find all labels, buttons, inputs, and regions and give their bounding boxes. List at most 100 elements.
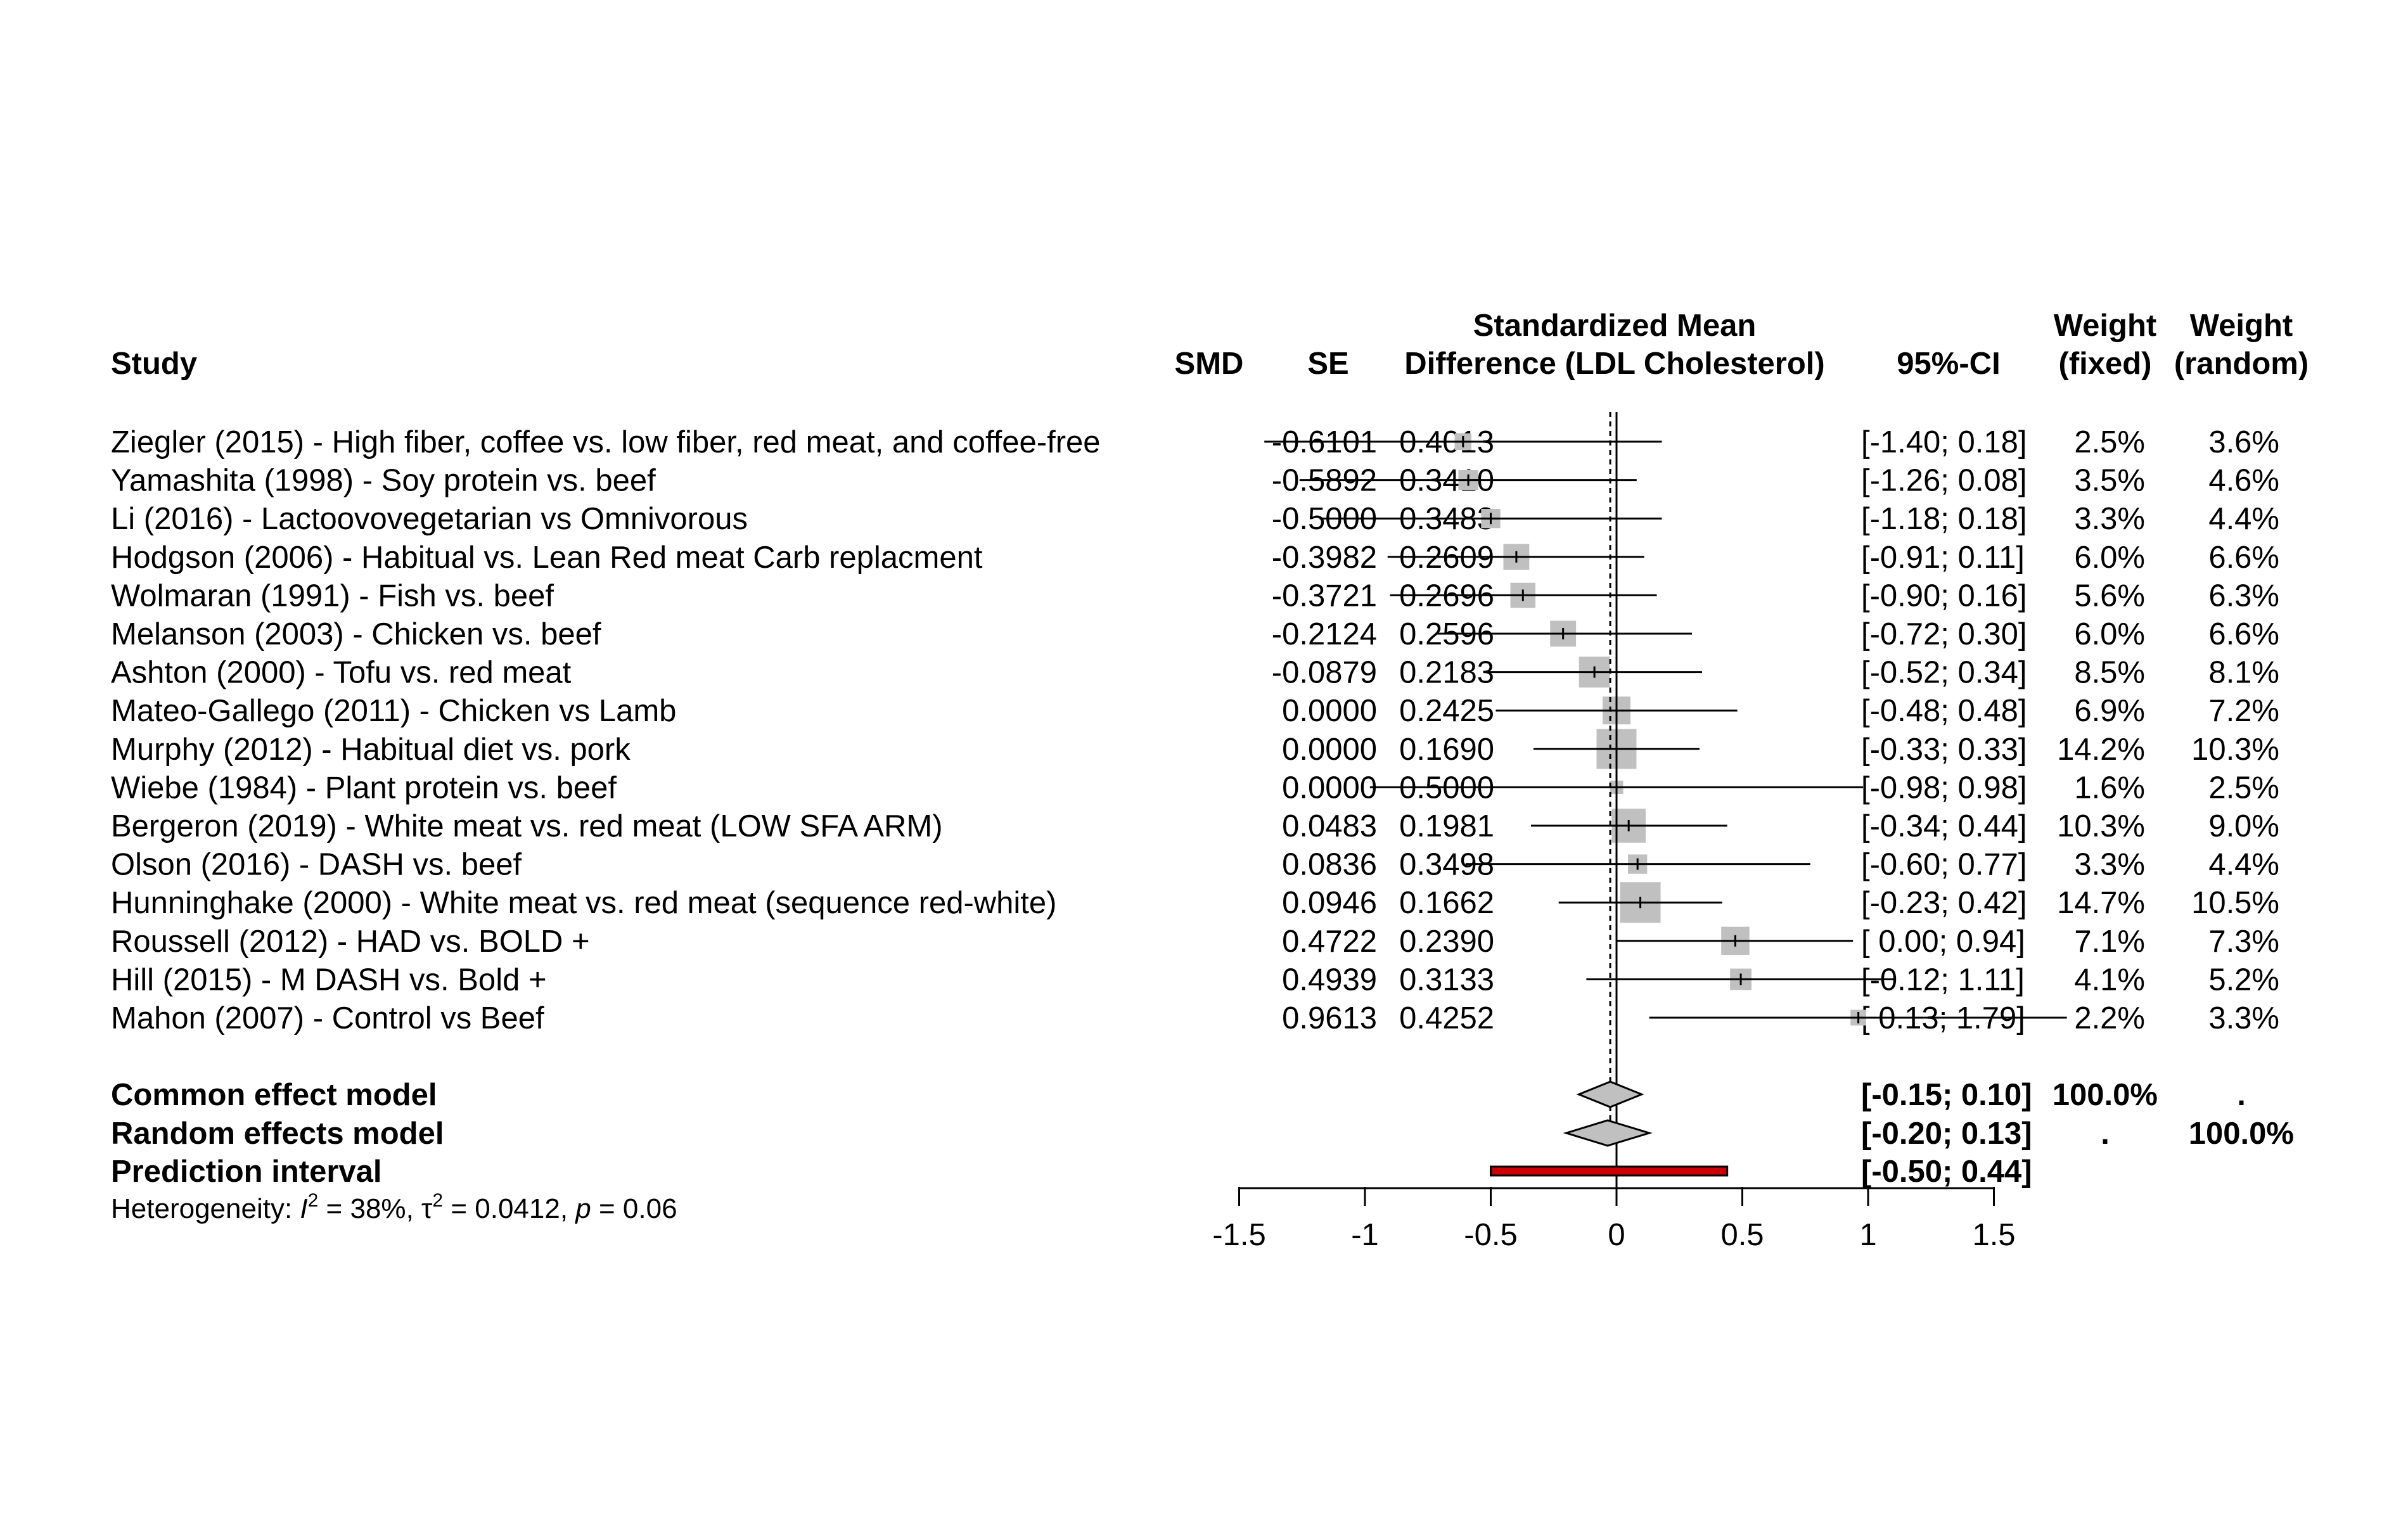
study-label: Ziegler (2015) - High fiber, coffee vs. … [111, 425, 1101, 459]
header-weight-fixed-line1: Weight [2054, 309, 2156, 343]
weight-fixed-value: 5.6% [2074, 579, 2145, 613]
weight-random-value: 5.2% [2208, 963, 2279, 997]
study-label: Bergeron (2019) - White meat vs. red mea… [111, 809, 943, 843]
summary-diamond [1576, 1080, 1644, 1108]
weight-fixed-value: 6.9% [2074, 694, 2145, 728]
weight-random-value: 9.0% [2208, 809, 2279, 843]
header-weight-random-line1: Weight [2190, 309, 2293, 343]
smd-value: 0.0946 [1282, 886, 1377, 920]
weight-random-value: 4.4% [2208, 502, 2279, 536]
prediction-interval-bar [1490, 1165, 1729, 1177]
header-ci: 95%-CI [1897, 347, 2000, 381]
weight-fixed-value: 8.5% [2074, 656, 2145, 690]
weight-fixed-value: 14.7% [2057, 886, 2145, 920]
weight-random-value: 8.1% [2208, 656, 2279, 690]
heterogeneity-prefix: Heterogeneity: [111, 1193, 300, 1224]
summary-ci-value: [-0.20; 0.13] [1861, 1117, 2032, 1151]
ci-value: [-0.23; 0.42] [1861, 886, 2027, 920]
study-label: Wolmaran (1991) - Fish vs. beef [111, 579, 554, 613]
weight-fixed-value: 2.2% [2074, 1001, 2145, 1035]
x-axis-tick-label: 1 [1859, 1218, 1876, 1252]
ci-value: [ 0.00; 0.94] [1861, 925, 2025, 959]
summary-ci-value: [-0.50; 0.44] [1861, 1155, 2032, 1189]
ci-value: [-0.33; 0.33] [1861, 733, 2027, 767]
ci-value: [-0.48; 0.48] [1861, 694, 2027, 728]
study-label: Ashton (2000) - Tofu vs. red meat [111, 656, 572, 690]
ci-value: [-1.40; 0.18] [1861, 425, 2027, 459]
se-value: 0.1690 [1399, 733, 1494, 767]
study-label: Hill (2015) - M DASH vs. Bold + [111, 963, 547, 997]
x-axis-tick-label: -0.5 [1464, 1218, 1517, 1252]
summary-label: Common effect model [111, 1078, 437, 1112]
header-plot-line2: Difference (LDL Cholesterol) [1404, 347, 1824, 381]
weight-random-value: 7.2% [2208, 694, 2279, 728]
i2-value: 38% [350, 1193, 406, 1224]
weight-fixed-value: 4.1% [2074, 963, 2145, 997]
header-smd: SMD [1175, 347, 1244, 381]
x-axis-tick-label: 0.5 [1720, 1218, 1764, 1252]
summary-diamond [1563, 1119, 1653, 1147]
weight-random-value: 3.6% [2208, 425, 2279, 459]
weight-random-value: 6.6% [2208, 541, 2279, 575]
weight-random-value: 3.3% [2208, 1001, 2279, 1035]
heterogeneity-text: Heterogeneity: I2 = 38%, τ2 = 0.0412, p … [111, 1190, 677, 1224]
study-label: Olson (2016) - DASH vs. beef [111, 848, 522, 882]
smd-value: 0.9613 [1282, 1001, 1377, 1035]
se-value: 0.3133 [1399, 963, 1494, 997]
smd-value: 0.0000 [1282, 733, 1377, 767]
p-value: 0.06 [623, 1193, 677, 1224]
smd-value: -0.3721 [1272, 579, 1377, 613]
se-value: 0.4252 [1399, 1001, 1494, 1035]
summary-label: Prediction interval [111, 1155, 382, 1189]
study-label: Mahon (2007) - Control vs Beef [111, 1001, 544, 1035]
smd-value: 0.0000 [1282, 694, 1377, 728]
summary-rows: Common effect model [-0.15; 0.10] 100.0% . R… [111, 1078, 2294, 1189]
study-label: Murphy (2012) - Habitual diet vs. pork [111, 733, 631, 767]
header-study: Study [111, 347, 197, 381]
weight-random-value: 6.6% [2208, 617, 2279, 651]
weight-fixed-value: 3.3% [2074, 848, 2145, 882]
weight-fixed-value: 10.3% [2057, 809, 2145, 843]
x-axis-tick-label: -1.5 [1212, 1218, 1265, 1252]
ci-value: [-0.90; 0.16] [1861, 579, 2027, 613]
study-rows: Ziegler (2015) - High fiber, coffee vs. … [111, 425, 2279, 1035]
smd-value: -0.0879 [1272, 656, 1377, 690]
header-weight-random-line2: (random) [2174, 347, 2309, 381]
smd-value: -0.2124 [1272, 617, 1377, 651]
summary-weight-fixed: . [2101, 1117, 2110, 1151]
weight-fixed-value: 7.1% [2074, 925, 2145, 959]
se-value: 0.1981 [1399, 809, 1494, 843]
weight-fixed-value: 1.6% [2074, 771, 2145, 805]
ci-value: [-0.34; 0.44] [1861, 809, 2027, 843]
header-se: SE [1307, 347, 1348, 381]
weight-random-value: 10.5% [2191, 886, 2279, 920]
smd-value: 0.0000 [1282, 771, 1377, 805]
weight-random-value: 7.3% [2208, 925, 2279, 959]
weight-random-value: 2.5% [2208, 771, 2279, 805]
tau-symbol: τ [421, 1193, 433, 1224]
weight-fixed-value: 2.5% [2074, 425, 2145, 459]
weight-fixed-value: 6.0% [2074, 541, 2145, 575]
study-label: Mateo-Gallego (2011) - Chicken vs Lamb [111, 694, 676, 728]
ci-value: [-1.26; 0.08] [1861, 464, 2027, 498]
smd-value: -0.3982 [1272, 541, 1377, 575]
summary-weight-random: 100.0% [2189, 1117, 2294, 1151]
se-value: 0.2183 [1399, 656, 1494, 690]
se-value: 0.1662 [1399, 886, 1494, 920]
study-label: Roussell (2012) - HAD vs. BOLD + [111, 925, 590, 959]
i2-symbol: I [300, 1193, 307, 1224]
header-plot-line1: Standardized Mean [1473, 309, 1757, 343]
ci-value: [-1.18; 0.18] [1861, 502, 2027, 536]
study-label: Hunninghake (2000) - White meat vs. red … [111, 886, 1057, 920]
weight-fixed-value: 3.5% [2074, 464, 2145, 498]
smd-value: 0.0483 [1282, 809, 1377, 843]
study-label: Li (2016) - Lactoovovegetarian vs Omnivo… [111, 502, 748, 536]
x-axis: -1.5 -1 -0.5 0 0.5 1 1.5 [1212, 1187, 2016, 1252]
summary-ci-value: [-0.15; 0.10] [1861, 1078, 2032, 1112]
summary-label: Random effects model [111, 1117, 444, 1151]
x-axis-tick-label: 1.5 [1972, 1218, 2015, 1252]
study-label: Hodgson (2006) - Habitual vs. Lean Red m… [111, 541, 983, 575]
p-symbol: p [574, 1193, 591, 1224]
